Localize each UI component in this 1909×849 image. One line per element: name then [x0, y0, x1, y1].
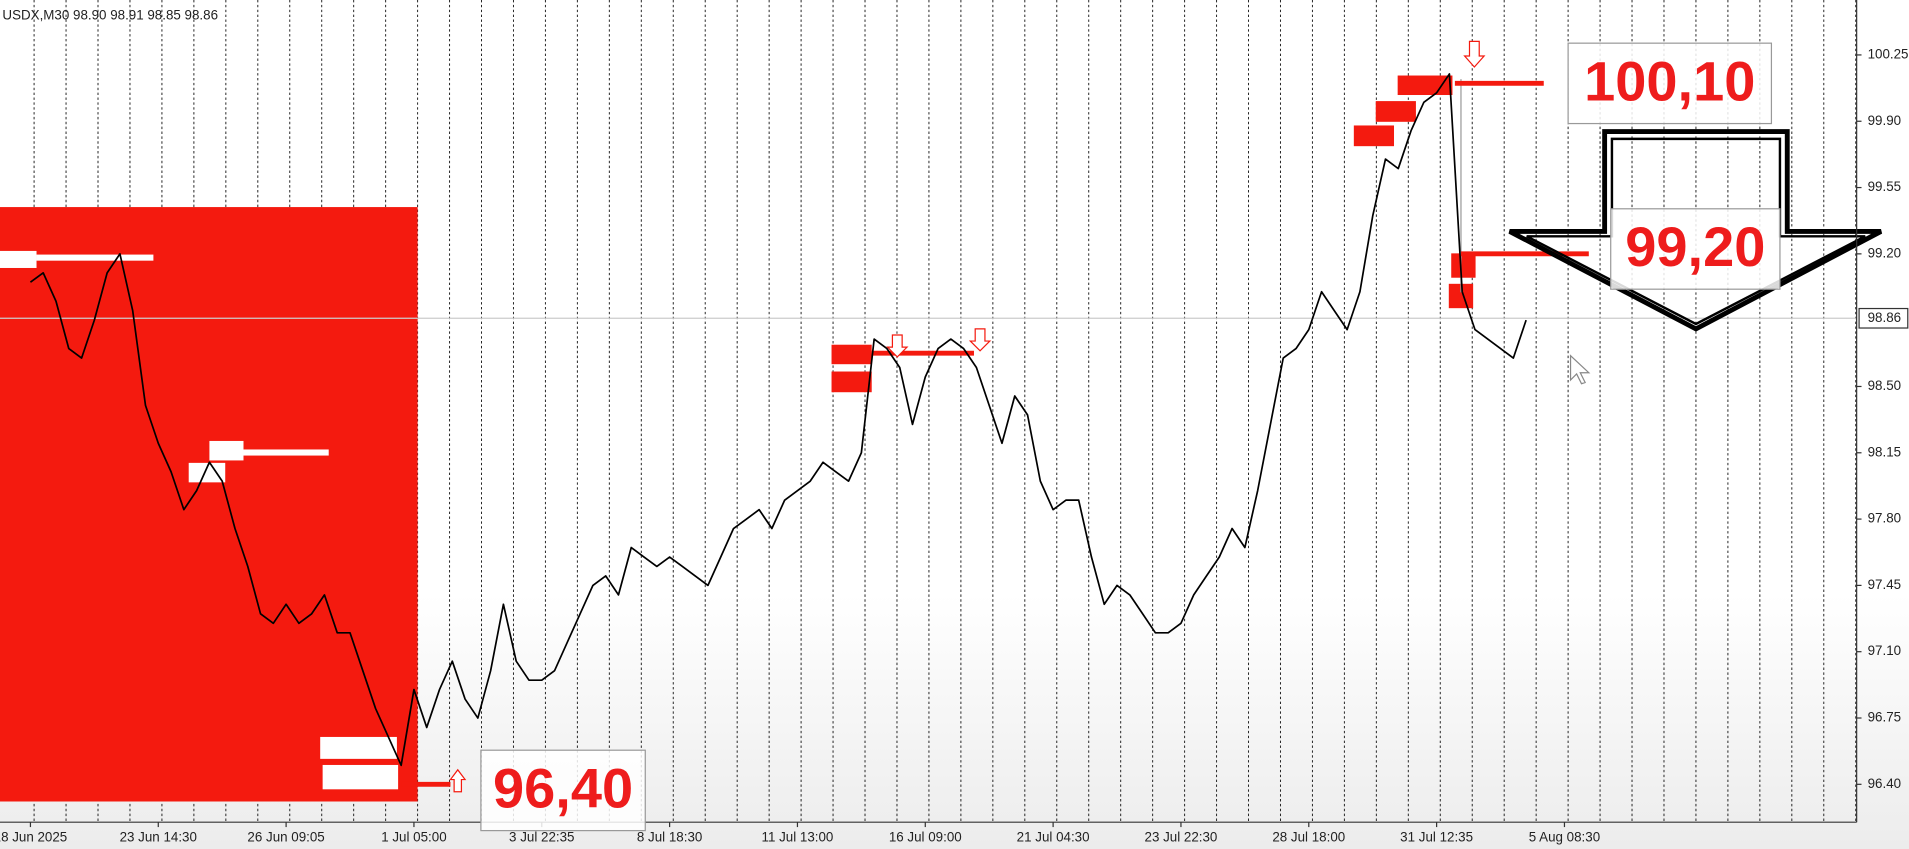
y-tick-label: 96.75 [1868, 710, 1901, 725]
zone-bar [36, 254, 154, 261]
annotation-label: 96,40 [493, 757, 633, 820]
x-tick-label: 21 Jul 04:30 [1017, 830, 1090, 845]
big-arrow [1508, 129, 1883, 332]
x-tick-label: 26 Jun 09:05 [247, 830, 324, 845]
x-tick-label: 28 Jul 18:00 [1272, 830, 1345, 845]
x-tick-label: 5 Aug 08:30 [1529, 830, 1600, 845]
y-tick-label: 98.15 [1868, 444, 1901, 459]
annotation-box [1610, 208, 1781, 290]
annotation-label: 99,20 [1625, 215, 1765, 278]
x-tick-label: 23 Jun 14:30 [120, 830, 197, 845]
x-tick-label: 1 Jul 05:00 [381, 830, 446, 845]
plot [0, 73, 1857, 787]
x-tick-label: 31 Jul 12:35 [1400, 830, 1473, 845]
chart-header: USDX,M30 98.90 98.91 98.85 98.86 [2, 7, 218, 22]
zone [1397, 75, 1453, 96]
zone [831, 371, 872, 393]
annotation-label: 100,10 [1584, 50, 1755, 113]
zone-bar [0, 250, 37, 268]
annotation-box [480, 749, 646, 832]
signal-arrow [1463, 40, 1486, 68]
zone-bar [188, 462, 226, 483]
zone [1451, 253, 1476, 278]
signal-arrow [968, 328, 992, 352]
zone [1375, 101, 1416, 122]
zone [1353, 125, 1395, 147]
y-tick-label: 97.80 [1868, 511, 1901, 526]
y-tick-label: 100.25 [1868, 46, 1909, 61]
y-tick-label: 98.50 [1868, 378, 1901, 393]
x-tick-label: 8 Jul 18:30 [637, 830, 702, 845]
price-line [29, 73, 1527, 767]
zone-bar [209, 440, 244, 461]
y-tick-label: 96.40 [1868, 776, 1901, 791]
zone-bar [243, 449, 329, 456]
cursor [1569, 354, 1591, 385]
zone [831, 344, 872, 365]
current-price-label: 98.86 [1868, 310, 1901, 325]
x-tick-label: 11 Jul 13:00 [762, 830, 834, 845]
y-tick-label: 99.20 [1868, 245, 1901, 260]
x-tick-label: 3 Jul 22:35 [509, 830, 574, 845]
x-tick-label: 16 Jul 09:00 [889, 830, 962, 845]
y-tick-label: 97.10 [1868, 643, 1901, 658]
y-tick-label: 97.45 [1868, 577, 1901, 592]
zone [0, 207, 418, 802]
signal-arrow [449, 768, 467, 793]
zone-bar [320, 736, 397, 759]
zone-bar [322, 764, 399, 790]
current-price-box [1858, 307, 1909, 329]
x-tick-label: 18 Jun 2025 [0, 830, 67, 845]
period-separators [33, 0, 1857, 823]
signal-arrow [886, 334, 909, 358]
annotation-box [1567, 42, 1773, 125]
x-tick-label: 23 Jul 22:30 [1145, 830, 1218, 845]
y-tick-label: 99.90 [1868, 113, 1901, 128]
y-tick-label: 99.55 [1868, 179, 1901, 194]
